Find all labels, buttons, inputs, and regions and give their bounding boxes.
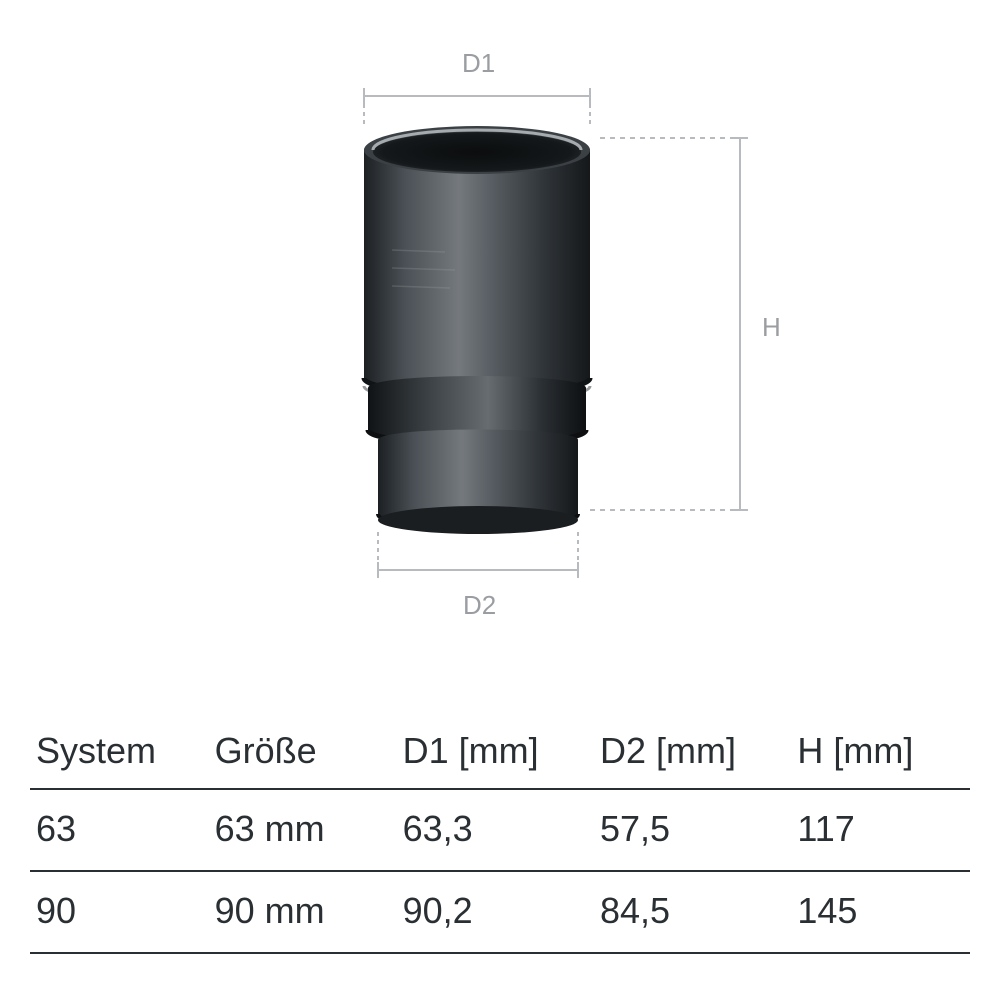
cell: 63 mm xyxy=(209,789,397,871)
col-d2: D2 [mm] xyxy=(594,722,791,789)
col-d1: D1 [mm] xyxy=(397,722,594,789)
col-h: H [mm] xyxy=(791,722,970,789)
dimensions-table: System Größe D1 [mm] D2 [mm] H [mm] 63 6… xyxy=(30,722,970,954)
table-row: 90 90 mm 90,2 84,5 145 xyxy=(30,871,970,953)
cell: 90 mm xyxy=(209,871,397,953)
label-h: H xyxy=(762,312,781,343)
cell: 145 xyxy=(791,871,970,953)
cell: 90 xyxy=(30,871,209,953)
label-d1: D1 xyxy=(462,48,495,79)
col-groesse: Größe xyxy=(209,722,397,789)
cell: 90,2 xyxy=(397,871,594,953)
table-row: 63 63 mm 63,3 57,5 117 xyxy=(30,789,970,871)
col-system: System xyxy=(30,722,209,789)
cell: 117 xyxy=(791,789,970,871)
label-d2: D2 xyxy=(463,590,496,621)
cell: 57,5 xyxy=(594,789,791,871)
cell: 63 xyxy=(30,789,209,871)
cell: 63,3 xyxy=(397,789,594,871)
diagram-svg xyxy=(0,0,1000,680)
cell: 84,5 xyxy=(594,871,791,953)
dimension-diagram: D1 H D2 xyxy=(0,0,1000,680)
table-header-row: System Größe D1 [mm] D2 [mm] H [mm] xyxy=(30,722,970,789)
